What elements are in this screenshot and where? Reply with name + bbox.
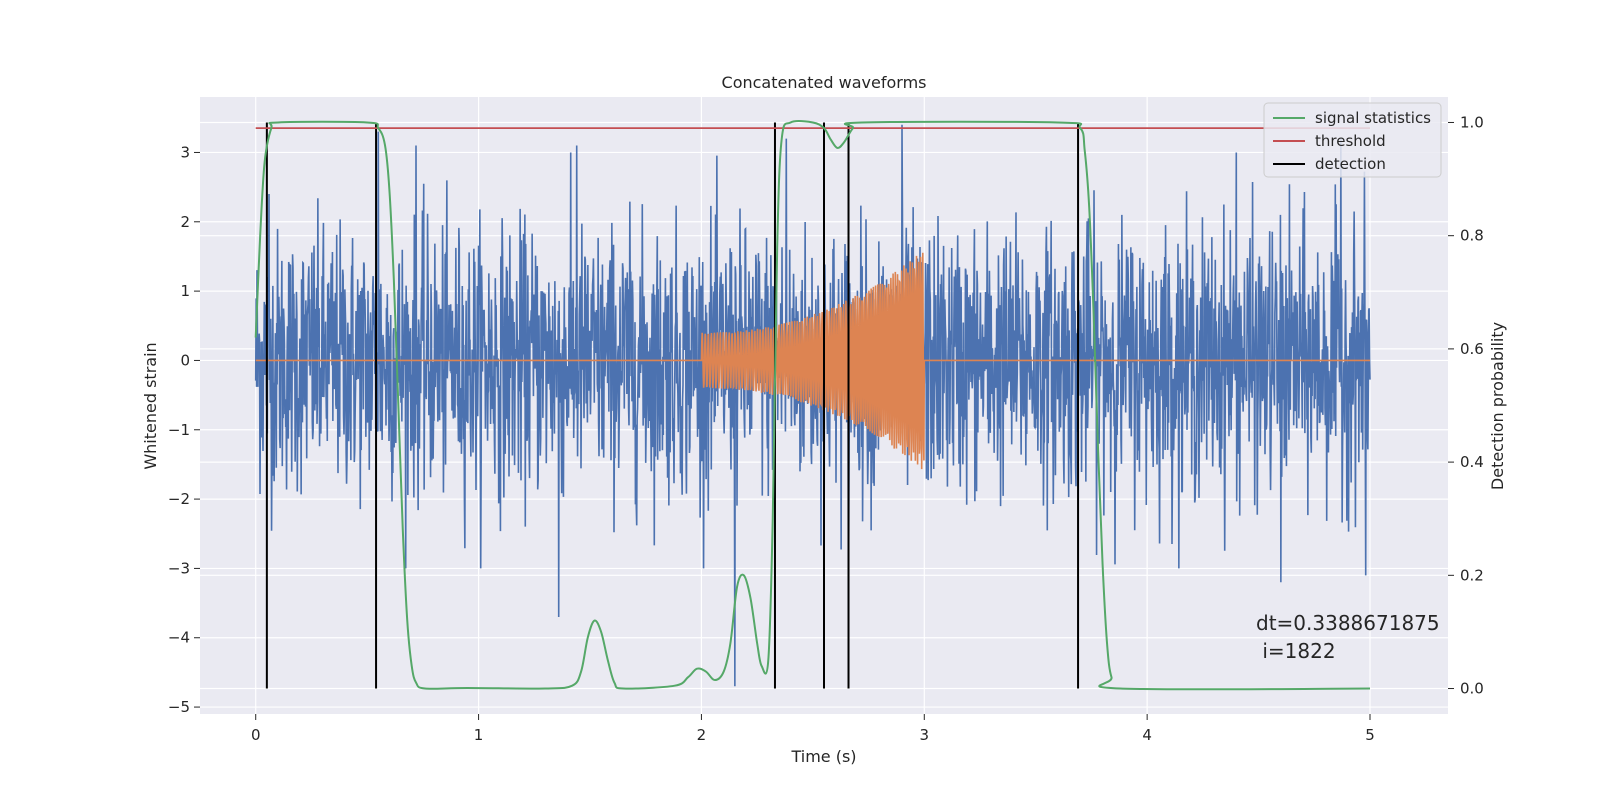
legend-label: threshold (1315, 132, 1386, 150)
legend-label: signal statistics (1315, 109, 1431, 127)
annotation-dt: dt=0.3388671875 (1256, 611, 1440, 635)
y-axis-label: Whitened strain (141, 342, 160, 469)
y-tick-label: 0 (180, 351, 190, 369)
y-tick-label: −4 (168, 629, 190, 647)
y-right-tick-label: 1.0 (1460, 113, 1484, 131)
signal-line (255, 252, 1370, 470)
x-tick-label: 1 (474, 726, 484, 744)
series-signal-statistics (254, 119, 1371, 691)
legend-box (1263, 102, 1442, 178)
y-tick-label: 1 (180, 282, 190, 300)
x-tick-label: 2 (697, 726, 707, 744)
y-right-tick-label: 0.4 (1460, 453, 1484, 471)
x-tick-label: 0 (251, 726, 261, 744)
y-tick-label: 3 (180, 143, 190, 161)
y-axis-label-right: Detection probability (1488, 322, 1507, 490)
chart-title: Concatenated waveforms (722, 73, 927, 92)
x-tick-label: 5 (1365, 726, 1375, 744)
y-tick-label: −3 (168, 559, 190, 577)
annotation-i: i=1822 (1256, 639, 1336, 663)
legend: signal statistics threshold detection (1263, 102, 1442, 178)
y-tick-label: −2 (168, 490, 190, 508)
y-tick-label: −1 (168, 421, 190, 439)
y-right-tick-label: 0.2 (1460, 566, 1484, 584)
legend-label: detection (1315, 155, 1386, 173)
axis-ticks: 0 1 2 3 4 5 −5 −4 −3 −2 −1 0 1 2 3 0.0 0.2 0.4 0.6 0.8 1.0 (168, 113, 1484, 744)
x-tick-label: 4 (1142, 726, 1152, 744)
x-axis-label: Time (s) (790, 747, 856, 766)
y-right-tick-label: 0.0 (1460, 680, 1484, 698)
y-tick-label: 2 (180, 213, 190, 231)
y-tick-label: −5 (168, 698, 190, 716)
signal-statistics-line (254, 119, 1371, 691)
x-tick-label: 3 (920, 726, 930, 744)
y-right-tick-label: 0.8 (1460, 227, 1484, 245)
series-detection (265, 122, 1080, 689)
series-signal (255, 252, 1370, 470)
y-right-tick-label: 0.6 (1460, 340, 1484, 358)
